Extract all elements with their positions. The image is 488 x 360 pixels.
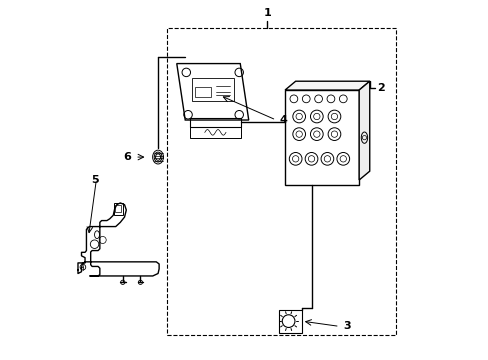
Bar	[115, 205, 121, 212]
Text: 3: 3	[343, 321, 350, 332]
Bar	[189, 127, 241, 138]
Text: 2: 2	[376, 83, 384, 93]
Bar	[189, 118, 241, 127]
Text: 6: 6	[123, 152, 131, 162]
Bar	[191, 78, 233, 100]
Bar	[195, 86, 210, 97]
Text: 5: 5	[91, 175, 99, 185]
Bar	[278, 310, 301, 333]
Bar	[166, 28, 395, 335]
Polygon shape	[358, 81, 369, 180]
Bar	[114, 203, 122, 215]
Bar	[285, 90, 358, 185]
Text: 4: 4	[279, 115, 287, 125]
Text: 1: 1	[263, 8, 271, 18]
Polygon shape	[285, 81, 369, 90]
